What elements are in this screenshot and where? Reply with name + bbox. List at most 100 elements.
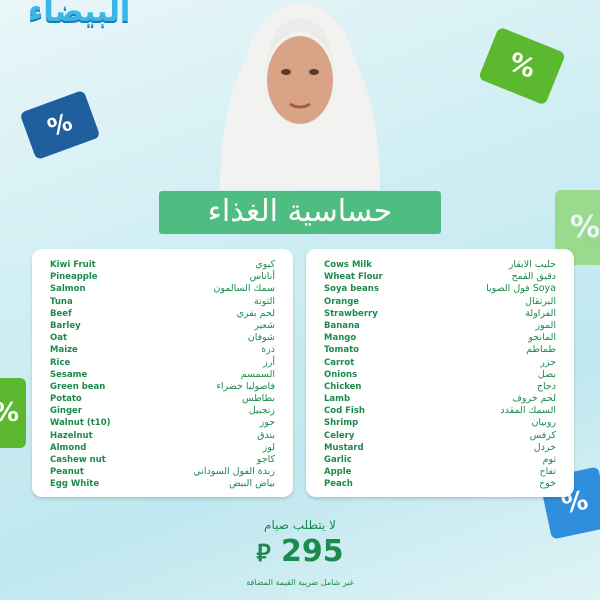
item-english: Sesame	[50, 369, 88, 380]
item-english: Apple	[324, 467, 352, 478]
item-english: Kiwi Fruit	[50, 260, 96, 270]
list-item: Tomato طماطم	[324, 344, 556, 356]
fasting-note: لا يتطلب صيام	[264, 518, 336, 532]
saudi-riyal-icon: ⃁	[256, 539, 271, 567]
item-english: Cod Fish	[324, 406, 365, 417]
percent-icon: %	[569, 210, 600, 245]
list-item: Cashew nut كاجو	[50, 454, 275, 466]
item-english: Almond	[50, 442, 87, 453]
list-item: Sesame السمسم	[50, 369, 275, 381]
list-item: Cod Fish السمك المقدد	[324, 405, 556, 417]
item-arabic: دقيق القمح	[511, 271, 556, 283]
item-english: Rice	[50, 357, 71, 368]
item-english: Banana	[324, 320, 360, 331]
item-english: Oat	[50, 333, 68, 344]
page-title: حساسية الغذاء	[159, 191, 441, 234]
item-arabic: بندق	[257, 429, 275, 441]
list-item: Carrot جزر	[324, 357, 556, 369]
list-item: Potato بطاطس	[50, 393, 275, 405]
item-arabic: ثوم	[542, 454, 556, 465]
woman-portrait-image	[200, 0, 400, 190]
list-item: Cows Milk حليب الابقار	[324, 259, 556, 271]
logo: البيضاء	[28, 0, 131, 29]
item-arabic: السمسم	[240, 368, 275, 380]
list-item: Green bean فاصوليا خضراء	[50, 381, 275, 393]
item-arabic: خردل	[533, 441, 556, 453]
item-arabic: شوفان	[247, 332, 275, 344]
list-item: Banana الموز	[324, 320, 556, 332]
item-english: Ginger	[50, 406, 82, 417]
item-arabic: أناناس	[249, 271, 275, 283]
item-arabic: ذرة	[261, 344, 275, 356]
item-arabic: شعير	[254, 319, 275, 331]
list-item: Salmon سمك السالمون	[50, 283, 275, 295]
item-arabic: لوز	[262, 441, 275, 453]
item-arabic: جوز	[259, 417, 275, 429]
item-arabic: بصل	[537, 368, 556, 380]
item-english: Carrot	[324, 357, 355, 368]
list-item: Oat شوفان	[50, 332, 275, 344]
list-item: Pineapple أناناس	[50, 271, 275, 283]
item-english: Green bean	[50, 381, 106, 392]
item-english: Peach	[324, 479, 353, 490]
item-arabic: فاصوليا خضراء	[216, 380, 275, 392]
item-english: Salmon	[50, 284, 86, 295]
item-english: Shrimp	[324, 418, 359, 429]
item-english: Mango	[324, 333, 357, 344]
item-arabic: أرز	[263, 356, 275, 368]
item-english: Strawberry	[324, 308, 378, 319]
list-item: Apple تفاح	[324, 466, 556, 478]
list-item: Mango المانجو	[324, 332, 556, 344]
item-arabic: Soya فول الصويا	[486, 283, 556, 295]
list-item: Chicken دجاج	[324, 381, 556, 393]
item-arabic: السمك المقدد	[500, 405, 556, 417]
item-arabic: جزر	[540, 356, 556, 368]
item-arabic: دجاج	[536, 380, 556, 392]
item-arabic: بياض البيض	[229, 478, 275, 490]
item-arabic: كاجو	[256, 454, 275, 465]
list-item: Garlic ثوم	[324, 454, 556, 466]
list-item: Beef لحم بقري	[50, 308, 275, 320]
item-english: Lamb	[324, 394, 351, 405]
list-item: Shrimp روبيان	[324, 417, 556, 429]
price: ⃁ 295	[0, 534, 600, 569]
item-arabic: كرفس	[529, 429, 556, 441]
allergen-list-left: Kiwi Fruit كيوي Pineapple أناناس Salmon سمك ا…	[32, 249, 293, 497]
list-item: Mustard خردل	[324, 442, 556, 454]
item-english: Garlic	[324, 455, 352, 465]
item-english: Egg White	[50, 479, 100, 490]
item-english: Onions	[324, 369, 358, 380]
list-item: Ginger زنجبيل	[50, 405, 275, 417]
discount-tag: %	[478, 26, 566, 106]
list-item: Lamb لحم خروف	[324, 393, 556, 405]
item-english: Pineapple	[50, 272, 98, 283]
item-arabic: لحم بقري	[236, 307, 276, 319]
discount-tag: %	[19, 89, 101, 161]
list-item: Strawberry الفراولة	[324, 308, 556, 320]
item-arabic: حليب الابقار	[508, 259, 556, 270]
list-item: Egg White بياض البيض	[50, 478, 275, 490]
item-arabic: سمك السالمون	[213, 283, 275, 295]
list-item: Kiwi Fruit كيوي	[50, 259, 275, 271]
item-arabic: طماطم	[526, 344, 556, 356]
vat-note: غير شامل ضريبة القيمة المضافة	[246, 578, 354, 587]
price-value: 295	[281, 534, 344, 569]
item-english: Soya beans	[324, 284, 379, 295]
item-arabic: بطاطس	[241, 393, 275, 405]
list-item: Maize ذرة	[50, 344, 275, 356]
list-item: Wheat Flour دقيق القمح	[324, 271, 556, 283]
allergen-list-right: Cows Milk حليب الابقار Wheat Flour دقيق الق…	[306, 249, 574, 497]
item-english: Tomato	[324, 345, 360, 356]
item-arabic: لحم خروف	[512, 393, 556, 405]
item-english: Hazelnut	[50, 430, 93, 441]
item-english: Cows Milk	[324, 260, 372, 270]
item-arabic: زبدة الفول السوداني	[193, 466, 275, 478]
item-arabic: تفاح	[539, 466, 556, 478]
list-item: Tuna التونة	[50, 296, 275, 308]
item-english: Potato	[50, 394, 82, 405]
item-arabic: الموز	[535, 319, 556, 331]
list-item: Peach خوخ	[324, 478, 556, 490]
item-arabic: زنجبيل	[248, 405, 275, 417]
item-arabic: الفراولة	[525, 307, 556, 319]
item-english: Cashew nut	[50, 455, 106, 465]
